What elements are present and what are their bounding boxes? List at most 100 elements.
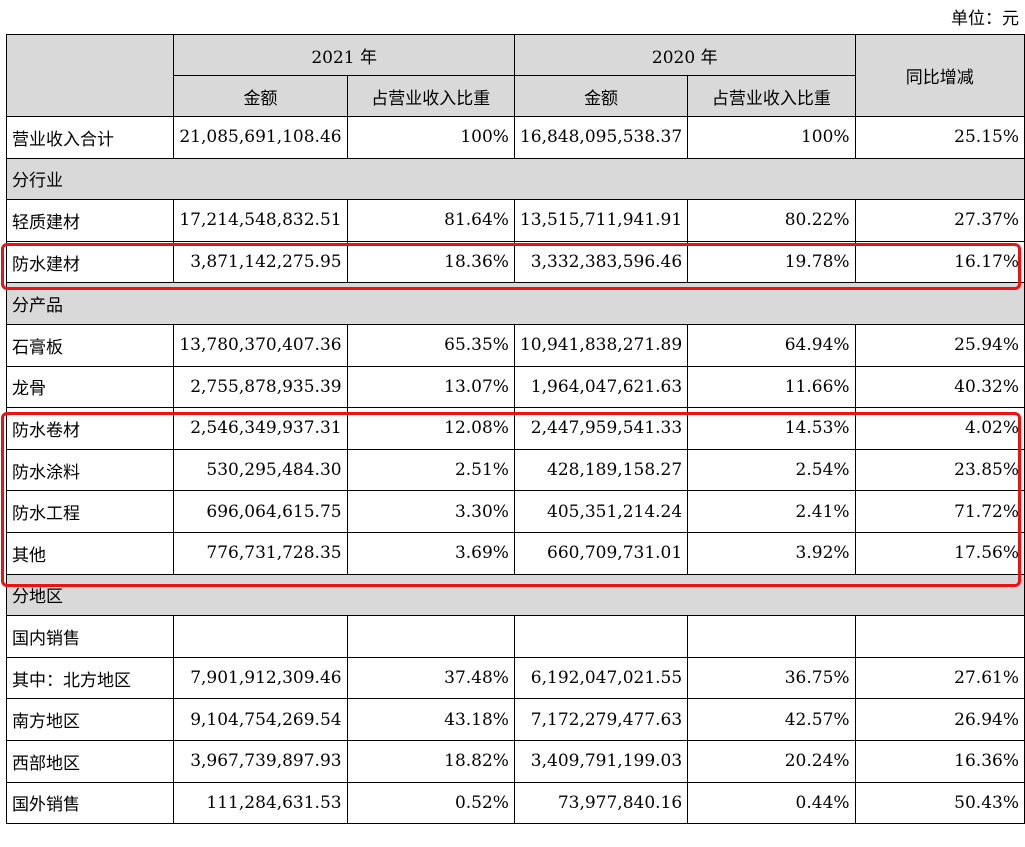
share-2021-cell: 3.69% bbox=[346, 531, 515, 575]
share-2020-cell: 42.57% bbox=[687, 698, 856, 741]
share-2021-cell: 3.30% bbox=[346, 490, 515, 533]
amount-2021-cell: 111,284,631.53 bbox=[173, 781, 348, 825]
amount-2021-cell: 13,780,370,407.36 bbox=[173, 323, 348, 367]
row-label: 西部地区 bbox=[5, 739, 175, 783]
header-row-years: 2021 年 2020 年 同比增减 bbox=[5, 34, 1025, 117]
yoy-change-cell: 26.94% bbox=[854, 698, 1025, 741]
table-row: 国外销售 111,284,631.53 0.52% 73,977,840.16 0.44… bbox=[5, 781, 1025, 825]
row-label: 防水涂料 bbox=[5, 448, 175, 492]
share-2020-cell: 19.78% bbox=[687, 240, 856, 284]
header-year-2021: 2021 年 bbox=[173, 34, 515, 76]
section-row: 分产品 bbox=[6, 282, 1025, 325]
row-label: 国内销售 bbox=[5, 615, 175, 658]
section-row: 分地区 bbox=[6, 573, 1025, 617]
share-2020-cell: 14.53% bbox=[687, 407, 856, 450]
share-2021-cell: 13.07% bbox=[346, 365, 515, 409]
table-row: 营业收入合计 21,085,691,108.46 100% 16,848,095,53… bbox=[5, 116, 1025, 159]
row-label: 防水工程 bbox=[5, 490, 175, 533]
share-2021-cell: 18.82% bbox=[346, 739, 515, 783]
amount-2020-cell: 10,941,838,271.89 bbox=[513, 323, 689, 367]
header-share-2021: 占营业收入比重 bbox=[346, 75, 515, 117]
row-label: 龙骨 bbox=[5, 365, 175, 409]
share-2021-cell: 18.36% bbox=[346, 240, 515, 284]
amount-2020-cell: 13,515,711,941.91 bbox=[513, 199, 689, 242]
amount-2021-cell: 3,967,739,897.93 bbox=[173, 739, 348, 783]
yoy-change-cell: 23.85% bbox=[854, 448, 1025, 492]
share-2020-cell: 36.75% bbox=[687, 656, 856, 700]
header-share-2020: 占营业收入比重 bbox=[687, 75, 856, 117]
table-row: 龙骨 2,755,878,935.39 13.07% 1,964,047,621.63… bbox=[5, 365, 1025, 409]
share-2020-cell: 0.44% bbox=[687, 781, 856, 825]
header-blank-cell bbox=[5, 34, 175, 117]
share-2021-cell: 12.08% bbox=[346, 407, 515, 450]
amount-2021-cell: 21,085,691,108.46 bbox=[173, 116, 348, 159]
share-2021-cell: 37.48% bbox=[346, 656, 515, 700]
amount-2021-cell: 530,295,484.30 bbox=[173, 448, 348, 492]
row-label: 其他 bbox=[5, 531, 175, 575]
header-amount-2020: 金额 bbox=[513, 75, 689, 117]
section-label: 分产品 bbox=[6, 282, 1025, 325]
row-label: 轻质建材 bbox=[5, 199, 175, 242]
amount-2020-cell bbox=[513, 615, 689, 658]
row-label: 石膏板 bbox=[5, 323, 175, 367]
table-row: 其他 776,731,728.35 3.69% 660,709,731.01 3.92%… bbox=[5, 531, 1025, 575]
header-yoy: 同比增减 bbox=[854, 34, 1025, 117]
amount-2021-cell: 7,901,912,309.46 bbox=[173, 656, 348, 700]
yoy-change-cell: 27.37% bbox=[854, 199, 1025, 242]
revenue-breakdown-table: 2021 年 2020 年 同比增减 金额 占营业收入比重 金额 占营业收入比重… bbox=[5, 34, 1025, 825]
amount-2020-cell: 6,192,047,021.55 bbox=[513, 656, 689, 700]
share-2021-cell: 100% bbox=[346, 116, 515, 159]
share-2021-cell bbox=[346, 615, 515, 658]
amount-2020-cell: 73,977,840.16 bbox=[513, 781, 689, 825]
header-year-2020: 2020 年 bbox=[513, 34, 856, 76]
amount-2020-cell: 7,172,279,477.63 bbox=[513, 698, 689, 741]
table-row: 国内销售 bbox=[5, 615, 1025, 658]
yoy-change-cell: 25.15% bbox=[854, 116, 1025, 159]
amount-2021-cell: 3,871,142,275.95 bbox=[173, 240, 348, 284]
share-2021-cell: 0.52% bbox=[346, 781, 515, 825]
share-2021-cell: 43.18% bbox=[346, 698, 515, 741]
amount-2020-cell: 1,964,047,621.63 bbox=[513, 365, 689, 409]
amount-2020-cell: 3,332,383,596.46 bbox=[513, 240, 689, 284]
yoy-change-cell: 17.56% bbox=[854, 531, 1025, 575]
amount-2020-cell: 405,351,214.24 bbox=[513, 490, 689, 533]
header-amount-2021: 金额 bbox=[173, 75, 348, 117]
yoy-change-cell: 16.36% bbox=[854, 739, 1025, 783]
table-row: 南方地区 9,104,754,269.54 43.18% 7,172,279,477.… bbox=[5, 698, 1025, 741]
yoy-change-cell: 71.72% bbox=[854, 490, 1025, 533]
amount-2020-cell: 16,848,095,538.37 bbox=[513, 116, 689, 159]
section-label: 分行业 bbox=[6, 157, 1025, 201]
table-row: 西部地区 3,967,739,897.93 18.82% 3,409,791,199.… bbox=[5, 739, 1025, 783]
share-2020-cell: 20.24% bbox=[687, 739, 856, 783]
table-row: 防水工程 696,064,615.75 3.30% 405,351,214.24 2.4… bbox=[5, 490, 1025, 533]
amount-2021-cell: 776,731,728.35 bbox=[173, 531, 348, 575]
section-label: 分地区 bbox=[6, 573, 1025, 617]
unit-label: 单位：元 bbox=[951, 9, 1019, 29]
share-2020-cell: 100% bbox=[687, 116, 856, 159]
row-label: 防水建材 bbox=[5, 240, 175, 284]
amount-2020-cell: 2,447,959,541.33 bbox=[513, 407, 689, 450]
share-2020-cell: 2.41% bbox=[687, 490, 856, 533]
yoy-change-cell: 4.02% bbox=[854, 407, 1025, 450]
yoy-change-cell: 16.17% bbox=[854, 240, 1025, 284]
amount-2021-cell: 696,064,615.75 bbox=[173, 490, 348, 533]
yoy-change-cell: 27.61% bbox=[854, 656, 1025, 700]
yoy-change-cell bbox=[854, 615, 1025, 658]
amount-2020-cell: 428,189,158.27 bbox=[513, 448, 689, 492]
row-label: 其中：北方地区 bbox=[5, 656, 175, 700]
yoy-change-cell: 40.32% bbox=[854, 365, 1025, 409]
table-row: 防水建材 3,871,142,275.95 18.36% 3,332,383,596.… bbox=[5, 240, 1025, 284]
section-row: 分行业 bbox=[6, 157, 1025, 201]
table-row: 石膏板 13,780,370,407.36 65.35% 10,941,838,271… bbox=[5, 323, 1025, 367]
yoy-change-cell: 25.94% bbox=[854, 323, 1025, 367]
row-label: 防水卷材 bbox=[5, 407, 175, 450]
amount-2020-cell: 3,409,791,199.03 bbox=[513, 739, 689, 783]
table-row: 其中：北方地区 7,901,912,309.46 37.48% 6,192,047,0… bbox=[5, 656, 1025, 700]
row-label: 南方地区 bbox=[5, 698, 175, 741]
share-2020-cell: 64.94% bbox=[687, 323, 856, 367]
share-2021-cell: 2.51% bbox=[346, 448, 515, 492]
table-row: 轻质建材 17,214,548,832.51 81.64% 13,515,711,94… bbox=[5, 199, 1025, 242]
header-row-columns: 金额 占营业收入比重 金额 占营业收入比重 bbox=[7, 75, 1025, 117]
amount-2021-cell: 2,546,349,937.31 bbox=[173, 407, 348, 450]
amount-2021-cell: 17,214,548,832.51 bbox=[173, 199, 348, 242]
